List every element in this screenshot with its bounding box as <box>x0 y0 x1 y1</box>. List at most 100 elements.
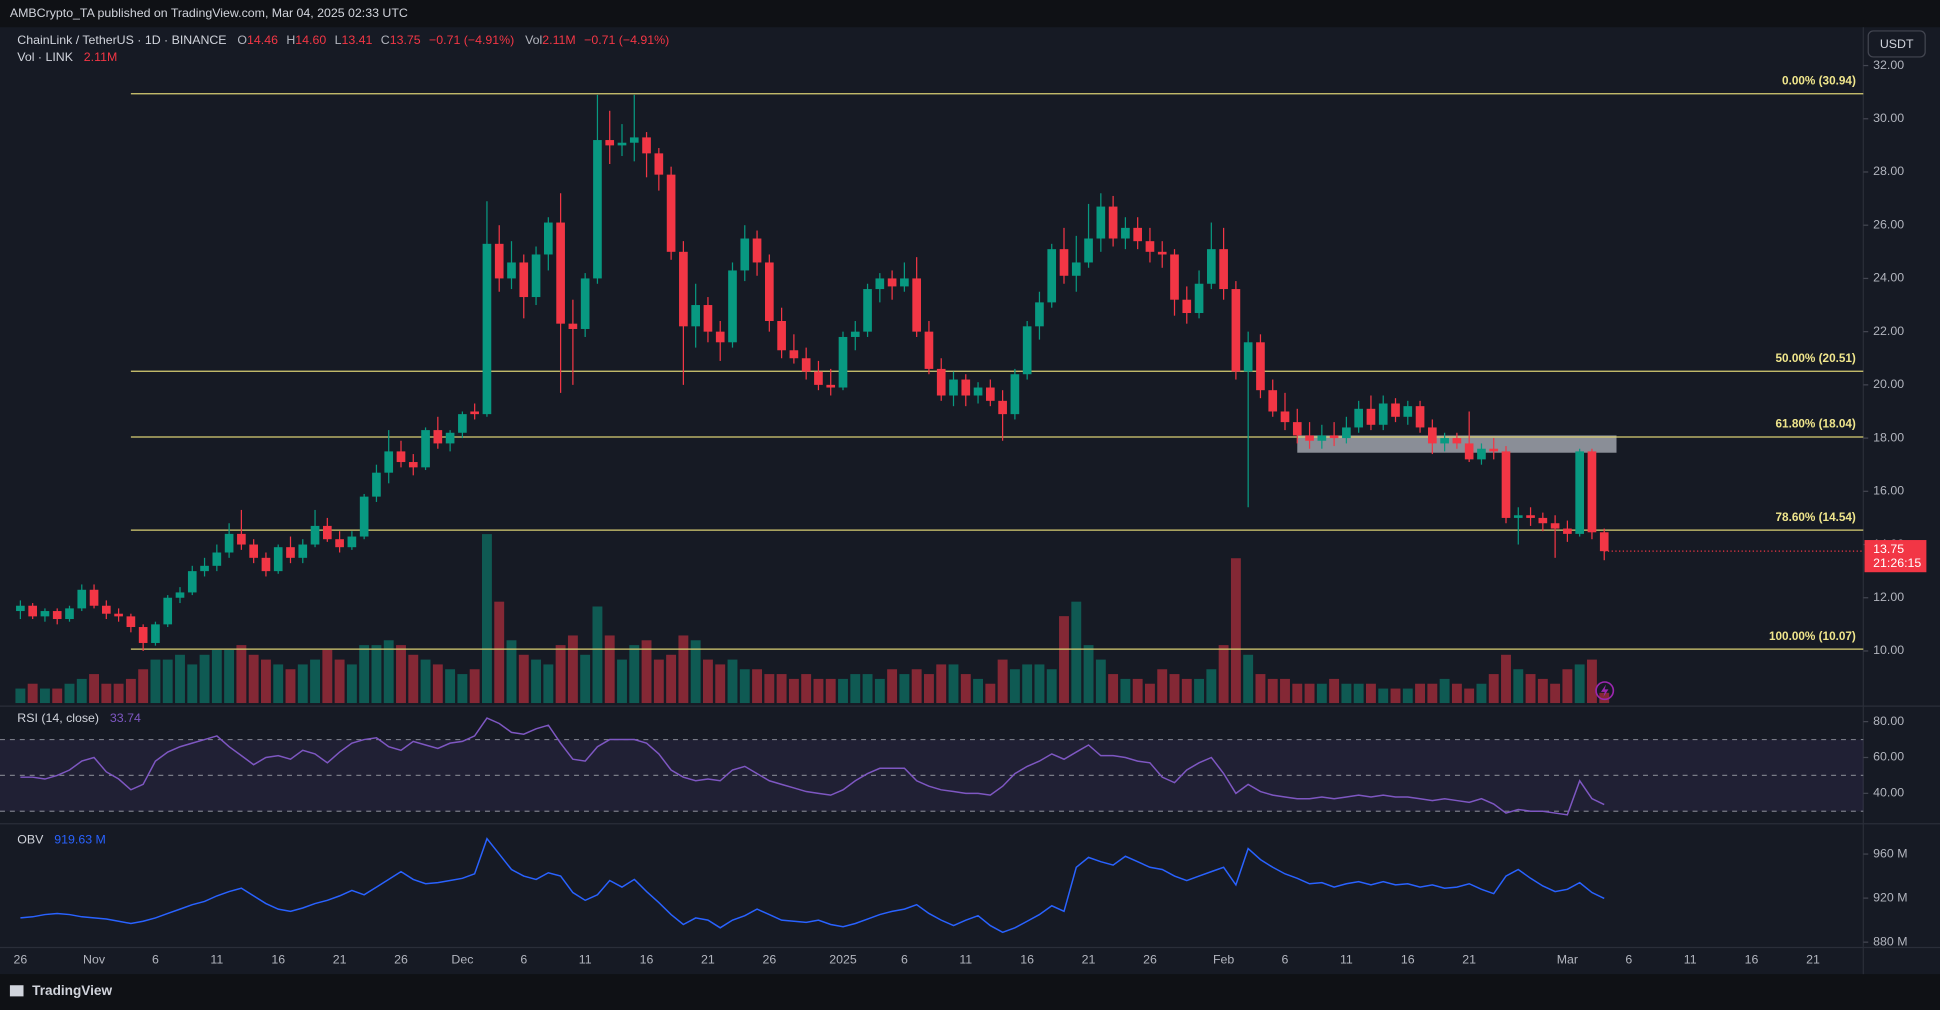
volume-bar <box>1230 558 1241 704</box>
y-tick-label: 32.00 <box>1873 58 1904 72</box>
candle-body <box>65 608 74 620</box>
candle-body <box>322 525 332 540</box>
volume-bar <box>481 534 492 704</box>
candle-body <box>126 616 136 628</box>
candle-body <box>1599 532 1609 552</box>
change: −0.71 (−4.91%) <box>429 33 514 47</box>
volume-bar <box>1365 683 1376 704</box>
candle-body <box>1464 443 1474 460</box>
volume-bar <box>1255 674 1266 704</box>
volume-bar <box>1280 678 1290 704</box>
y-tick-label: 30.00 <box>1873 111 1904 125</box>
volume-bar <box>629 645 640 704</box>
candle-body <box>1501 451 1511 518</box>
x-tick-label: 21 <box>333 953 347 967</box>
candle-body <box>482 243 492 415</box>
candle-body <box>1231 289 1241 372</box>
volume-bar <box>297 664 308 704</box>
obv-legend: OBV 919.63 M <box>17 833 106 847</box>
volume-bar <box>1427 683 1438 704</box>
volume-bar <box>64 683 75 704</box>
volume-bar <box>359 645 370 704</box>
x-tick-label: 6 <box>901 953 908 967</box>
candle-body <box>40 611 50 617</box>
volume-bar <box>211 649 222 704</box>
candle-body <box>715 331 725 343</box>
candle-body <box>900 278 909 287</box>
volume-bar <box>506 640 517 704</box>
currency-button[interactable] <box>1867 30 1926 58</box>
y-tick-label: 10.00 <box>1873 643 1904 657</box>
chart-area <box>0 27 1940 975</box>
x-tick-label: 16 <box>271 953 285 967</box>
volume-bar <box>1132 678 1143 704</box>
volume-bar <box>162 659 173 704</box>
y-tick-label: 18.00 <box>1873 430 1904 444</box>
candle-body <box>1268 390 1278 412</box>
plot-layer: 10.0012.0014.0016.0018.0020.0022.0024.00… <box>0 58 1927 967</box>
candle-body <box>666 174 676 252</box>
volume-bar <box>1476 683 1487 704</box>
candle-body <box>52 611 62 620</box>
volume-bar <box>1009 669 1020 704</box>
fib-label: 100.00% (10.07) <box>1769 630 1856 643</box>
obv-line <box>20 837 1605 934</box>
candle-body <box>1145 241 1155 252</box>
volume-bar <box>1501 654 1511 704</box>
volume-bar <box>899 674 910 704</box>
x-tick-label: 11 <box>210 953 223 967</box>
volume-legend: Vol · LINK 2.11M <box>17 50 117 64</box>
candle-body <box>691 305 700 327</box>
volume-bar <box>850 674 861 704</box>
y-tick-label: 60.00 <box>1873 750 1904 764</box>
alert-icon[interactable] <box>1595 681 1615 701</box>
candle-body <box>924 331 934 369</box>
candle-body <box>801 358 811 372</box>
candle-body <box>728 270 737 343</box>
rsi-legend: RSI (14, close) 33.74 <box>17 711 141 725</box>
candle-body <box>335 539 344 548</box>
volume-bar <box>764 674 775 704</box>
volume-bar <box>1329 678 1340 704</box>
y-tick-label: 40.00 <box>1873 786 1904 800</box>
volume-bar <box>1488 674 1499 704</box>
volume-bar <box>1402 688 1413 704</box>
y-tick-label: 12.00 <box>1873 590 1904 604</box>
volume-bar <box>1206 669 1217 704</box>
volume-bar <box>1181 678 1192 704</box>
candle-body <box>286 547 295 558</box>
x-tick-label: Nov <box>83 953 106 967</box>
candle-body <box>1342 427 1351 439</box>
candle-body <box>556 222 565 324</box>
candle-body <box>814 371 823 385</box>
candle-body <box>1035 302 1044 327</box>
x-tick-label: 16 <box>1745 953 1759 967</box>
candle-body <box>863 289 872 332</box>
candle-body <box>1280 411 1290 423</box>
volume-bar <box>752 669 763 704</box>
currency[interactable]: USDT <box>1880 37 1914 51</box>
volume-bar <box>874 678 885 704</box>
candle-body <box>875 278 885 290</box>
candle-body <box>1403 406 1413 417</box>
ohlc-key: O <box>237 33 247 47</box>
volume-bar <box>641 640 652 704</box>
candle-body <box>1108 206 1118 239</box>
candle-body <box>396 451 406 463</box>
candle-body <box>187 571 197 593</box>
candle-body <box>1378 403 1388 425</box>
volume-bar <box>1574 664 1585 704</box>
volume-bar <box>555 645 566 704</box>
last-price-box <box>1864 540 1927 573</box>
volume-bar <box>494 601 505 704</box>
candle-body <box>1219 249 1228 290</box>
volume-bar <box>383 640 394 704</box>
candle-body <box>1452 438 1462 444</box>
candle-body <box>519 262 529 298</box>
candle-body <box>1587 451 1597 533</box>
candle-body <box>433 430 443 444</box>
candle-body <box>887 278 897 287</box>
candle-body <box>1366 408 1376 425</box>
x-tick-label: 16 <box>1020 953 1034 967</box>
